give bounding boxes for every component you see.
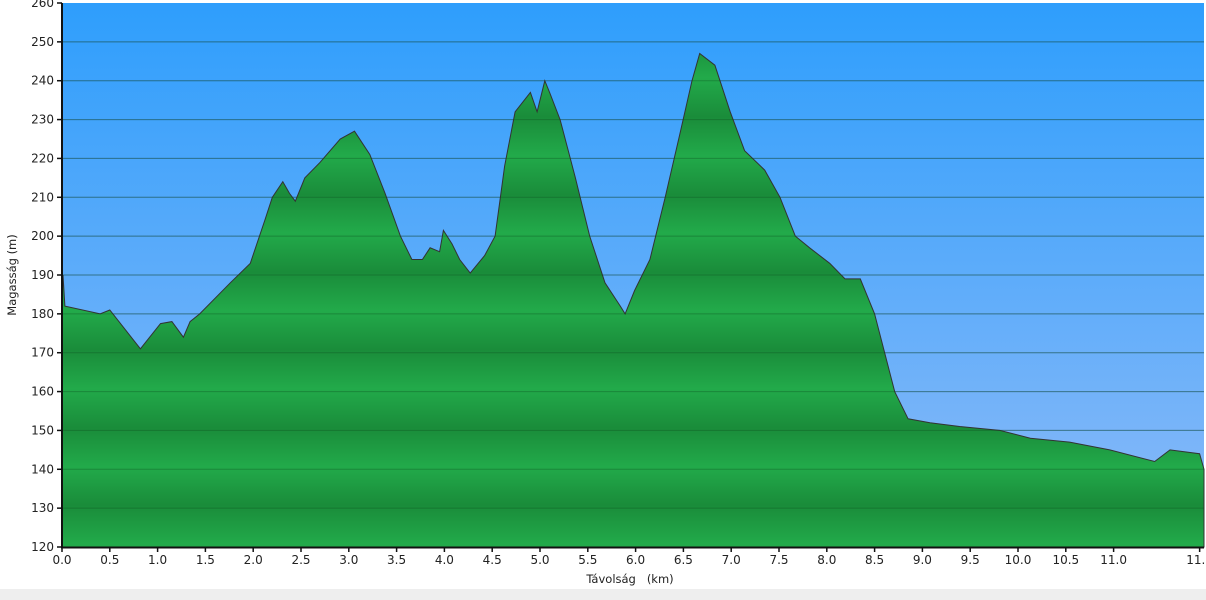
x-tick-label: 11.0 bbox=[1100, 553, 1127, 567]
y-tick-label: 240 bbox=[31, 74, 54, 88]
x-tick-label: 8.0 bbox=[817, 553, 836, 567]
x-tick-label: 8.5 bbox=[865, 553, 884, 567]
x-tick-label: 3.5 bbox=[387, 553, 406, 567]
y-tick-label: 200 bbox=[31, 229, 54, 243]
y-tick-label: 260 bbox=[31, 0, 54, 10]
x-tick-label: 4.0 bbox=[435, 553, 454, 567]
x-axis-label: Távolság (km) bbox=[585, 572, 673, 586]
x-tick-label: 0.5 bbox=[100, 553, 119, 567]
x-tick-label: 7.5 bbox=[769, 553, 788, 567]
y-tick-label: 130 bbox=[31, 501, 54, 515]
y-tick-label: 180 bbox=[31, 307, 54, 321]
x-tick-label: 5.0 bbox=[530, 553, 549, 567]
x-tick-label: 0.0 bbox=[52, 553, 71, 567]
x-tick-label: 6.0 bbox=[626, 553, 645, 567]
x-tick-label: 2.5 bbox=[291, 553, 310, 567]
y-axis-label: Magasság (m) bbox=[5, 234, 19, 315]
y-tick-label: 150 bbox=[31, 423, 54, 437]
y-tick-label: 190 bbox=[31, 268, 54, 282]
x-tick-label: 9.0 bbox=[913, 553, 932, 567]
x-tick-label: 1.5 bbox=[196, 553, 215, 567]
y-tick-label: 140 bbox=[31, 462, 54, 476]
x-tick-label: 6.5 bbox=[674, 553, 693, 567]
x-tick-label: 1.0 bbox=[148, 553, 167, 567]
x-tick-label: 7.0 bbox=[722, 553, 741, 567]
y-tick-label: 250 bbox=[31, 35, 54, 49]
y-tick-label: 230 bbox=[31, 113, 54, 127]
y-tick-label: 160 bbox=[31, 385, 54, 399]
footer-strip bbox=[0, 589, 1206, 600]
y-tick-label: 220 bbox=[31, 151, 54, 165]
y-tick-label: 170 bbox=[31, 346, 54, 360]
y-tick-label: 210 bbox=[31, 190, 54, 204]
x-tick-label: 10.0 bbox=[1005, 553, 1032, 567]
y-tick-label: 120 bbox=[31, 540, 54, 554]
x-tick-label: 3.0 bbox=[339, 553, 358, 567]
x-tick-label: 2.0 bbox=[244, 553, 263, 567]
elevation-area bbox=[61, 52, 1205, 548]
x-tick-label: 10.5 bbox=[1052, 553, 1079, 567]
x-tick-label: 11.9 bbox=[1186, 553, 1206, 567]
x-tick-label: 9.5 bbox=[961, 553, 980, 567]
x-tick-label: 4.5 bbox=[483, 553, 502, 567]
x-tick-label: 5.5 bbox=[578, 553, 597, 567]
